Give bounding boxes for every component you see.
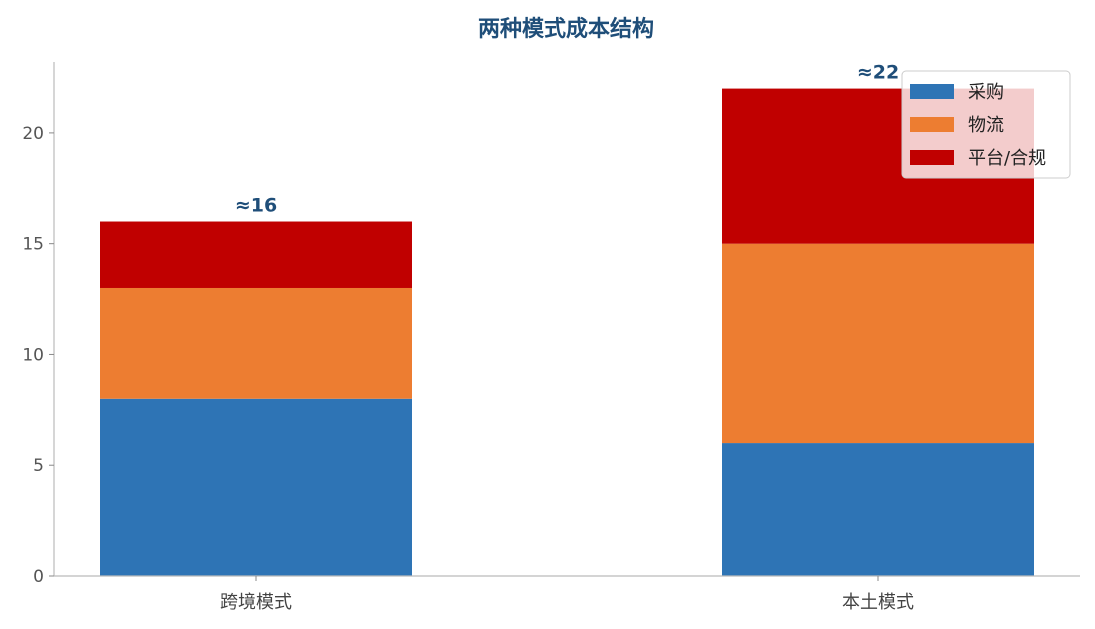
y-tick-label-3: 15: [22, 235, 44, 255]
legend-swatch-2: [910, 150, 954, 165]
bar-segment-0-0: [100, 398, 412, 576]
x-tick-label-1: 本土模式: [842, 592, 914, 613]
bar-segment-0-1: [100, 287, 412, 399]
total-labels-group: ≈16 ≈22: [235, 62, 899, 217]
legend-swatch-1: [910, 117, 954, 132]
x-tick-label-0: 跨境模式: [220, 592, 292, 613]
y-tick-label-4: 20: [22, 124, 44, 144]
y-tick-label-0: 0: [33, 567, 44, 587]
y-tick-label-2: 10: [22, 345, 44, 365]
chart-title: 两种模式成本结构: [478, 16, 654, 42]
bar-segment-1-0: [722, 443, 1034, 576]
bar-segment-1-1: [722, 243, 1034, 444]
bars-group: [100, 88, 1034, 576]
legend-label-2: 平台/合规: [968, 148, 1046, 169]
bar-segment-0-2: [100, 221, 412, 288]
total-label-1: ≈22: [857, 62, 899, 84]
y-tick-label-1: 5: [33, 456, 44, 476]
axes-group: 0 5 10 15 20 跨境模式 本土模式: [22, 62, 1080, 613]
legend-label-1: 物流: [968, 115, 1004, 136]
legend-label-0: 采购: [968, 82, 1004, 103]
total-label-0: ≈16: [235, 195, 277, 217]
legend-swatch-0: [910, 84, 954, 99]
